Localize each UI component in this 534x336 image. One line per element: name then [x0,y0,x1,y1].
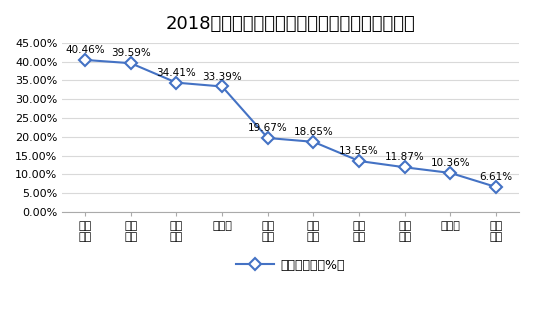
Text: 19.67%: 19.67% [248,123,288,133]
营收增长率（%） [173,81,179,85]
Legend: 营收增长率（%）: 营收增长率（%） [232,254,350,277]
Text: 33.39%: 33.39% [202,72,242,82]
营收增长率（%） [402,165,408,169]
Text: 11.87%: 11.87% [385,153,425,162]
Text: 40.46%: 40.46% [65,45,105,55]
Text: 34.41%: 34.41% [156,68,197,78]
Text: 39.59%: 39.59% [111,48,151,58]
营收增长率（%） [356,159,363,163]
营收增长率（%） [310,140,317,144]
Text: 13.55%: 13.55% [339,146,379,156]
营收增长率（%） [493,185,499,189]
营收增长率（%） [128,61,134,65]
Text: 10.36%: 10.36% [431,158,470,168]
营收增长率（%） [447,171,454,175]
营收增长率（%） [219,84,225,88]
营收增长率（%） [82,58,88,62]
Title: 2018年国内主要传感器上市企业营收增长率情况: 2018年国内主要传感器上市企业营收增长率情况 [166,15,415,33]
Line: 营收增长率（%）: 营收增长率（%） [81,56,500,191]
Text: 6.61%: 6.61% [480,172,513,182]
营收增长率（%） [264,136,271,140]
Text: 18.65%: 18.65% [294,127,333,137]
